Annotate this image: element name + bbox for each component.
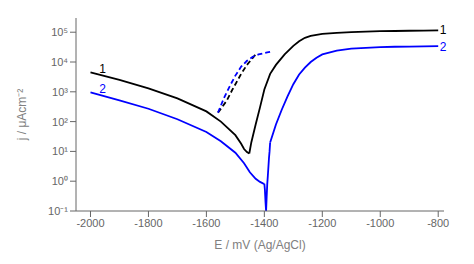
- svg-text:10¹: 10¹: [52, 145, 68, 157]
- svg-text:-1000: -1000: [366, 217, 394, 229]
- svg-text:-800: -800: [427, 217, 449, 229]
- svg-text:10⁴: 10⁴: [51, 56, 68, 68]
- svg-text:2: 2: [99, 82, 106, 96]
- svg-text:10⁵: 10⁵: [51, 26, 68, 38]
- svg-text:-1800: -1800: [134, 217, 162, 229]
- svg-text:10³: 10³: [52, 86, 68, 98]
- svg-text:-1600: -1600: [192, 217, 220, 229]
- svg-text:10²: 10²: [52, 116, 68, 128]
- svg-text:10⁻¹: 10⁻¹: [48, 205, 68, 217]
- svg-text:-1200: -1200: [308, 217, 336, 229]
- svg-text:2: 2: [440, 40, 447, 54]
- svg-text:1: 1: [99, 62, 106, 76]
- svg-text:10⁰: 10⁰: [52, 175, 68, 187]
- svg-text:-1400: -1400: [250, 217, 278, 229]
- svg-text:1: 1: [440, 23, 447, 37]
- svg-text:E / mV (Ag/AgCl): E / mV (Ag/AgCl): [214, 238, 305, 252]
- svg-text:-2000: -2000: [76, 217, 104, 229]
- svg-text:j / μAcm⁻²: j / μAcm⁻²: [15, 89, 29, 142]
